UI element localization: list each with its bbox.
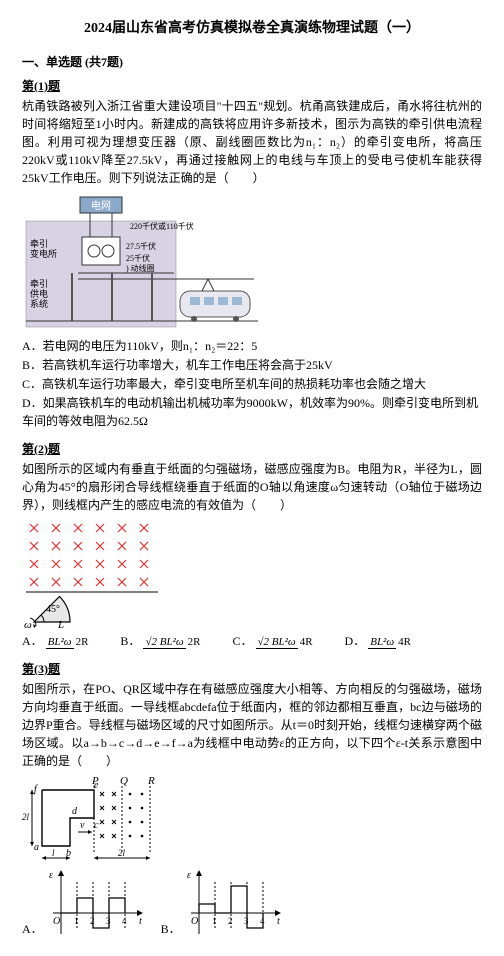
q2-option-b: B． √2 BL²ω2R xyxy=(120,632,202,650)
q1-options: A．若电网的电压为110kV，则n₁：n₂＝22：5 B．若高铁机车运行功率增大… xyxy=(22,337,482,430)
svg-text:27.5千伏: 27.5千伏 xyxy=(126,241,156,251)
svg-text:牵引供电系统: 牵引供电系统 xyxy=(30,279,48,309)
svg-text:O: O xyxy=(191,916,198,927)
svg-text:25千伏: 25千伏 xyxy=(126,253,150,263)
q3-option-b: B． ε O t 1 2 3 4 xyxy=(161,868,285,938)
q1-option-b: B．若高铁机车运行功率增大，机车工作电压将会高于25kV xyxy=(22,356,482,374)
q2-option-a: A． BL²ω2R xyxy=(22,632,90,650)
svg-text:l: l xyxy=(52,848,55,858)
svg-text:220千伏或110千伏: 220千伏或110千伏 xyxy=(130,221,194,231)
svg-text:2l: 2l xyxy=(22,812,30,822)
q1-diagram: 电网 220千伏或110千伏 牵引变电所 27.5千伏 25千伏 ) 动线圈 牵… xyxy=(22,191,262,331)
svg-text:Q: Q xyxy=(120,775,128,787)
svg-text:L: L xyxy=(57,619,64,628)
svg-text:e: e xyxy=(94,780,99,791)
q1-option-d: D．如果高铁机车的电动机输出机械功率为9000kW，机效率为90%。则牵引变电所… xyxy=(22,394,482,430)
section-heading: 一、单选题 (共7题) xyxy=(22,53,482,71)
q1-option-a: A．若电网的电压为110kV，则n₁：n₂＝22：5 xyxy=(22,337,482,355)
q2-text: 如图所示的区域内有垂直于纸面的匀强磁场，磁感应强度为B。电阻为R，半径为L，圆心… xyxy=(22,460,482,514)
svg-text:1: 1 xyxy=(74,916,79,926)
svg-text:4: 4 xyxy=(122,916,127,926)
q3-option-graphs: A． ε O t 1 2 3 4 B． ε xyxy=(22,868,482,938)
q3-diagram: P Q R f a b c d e l 2l 2l v xyxy=(22,774,482,864)
svg-text:ε: ε xyxy=(49,870,53,881)
svg-text:f: f xyxy=(34,784,38,795)
svg-text:电网: 电网 xyxy=(91,199,111,212)
q1-number: 第(1)题 xyxy=(22,77,482,95)
svg-text:ω: ω xyxy=(24,619,32,628)
q1-text: 杭甬铁路被列入浙江省重大建设项目"十四五"规划。杭甬高铁建成后，甬水将往杭州的时… xyxy=(22,97,482,187)
q2-number: 第(2)题 xyxy=(22,440,482,458)
svg-text:t: t xyxy=(139,916,142,927)
svg-text:1: 1 xyxy=(212,916,217,926)
svg-text:d: d xyxy=(72,806,78,817)
svg-text:R: R xyxy=(147,775,155,787)
svg-text:t: t xyxy=(277,916,280,927)
q2-option-d: D． BL²ω4R xyxy=(345,632,413,650)
q2-diagram: 45° ω L xyxy=(22,518,162,628)
svg-text:2: 2 xyxy=(90,916,95,926)
svg-text:45°: 45° xyxy=(46,604,60,615)
q1-option-c: C．高铁机车运行功率最大，牵引变电所至机车间的热损耗功率也会随之增大 xyxy=(22,375,482,393)
svg-text:2: 2 xyxy=(228,916,233,926)
svg-text:2l: 2l xyxy=(118,848,126,858)
svg-text:a: a xyxy=(34,842,39,853)
page-title: 2024届山东省高考仿真模拟卷全真演练物理试题（一） xyxy=(22,18,482,39)
q3-option-a: A． ε O t 1 2 3 4 xyxy=(22,868,147,938)
q3-text: 如图所示，在PO、QR区域中存在有磁感应强度大小相等、方向相反的匀强磁场，磁场方… xyxy=(22,680,482,770)
q2-option-c: C． √2 BL²ω4R xyxy=(232,632,314,650)
svg-text:v: v xyxy=(80,820,85,831)
q2-options: A． BL²ω2R B． √2 BL²ω2R C． √2 BL²ω4R D． B… xyxy=(22,632,482,650)
svg-text:) 动线圈: ) 动线圈 xyxy=(126,263,155,273)
q3-number: 第(3)题 xyxy=(22,660,482,678)
svg-text:c: c xyxy=(94,820,99,831)
svg-text:O: O xyxy=(53,916,60,927)
svg-text:ε: ε xyxy=(187,870,191,881)
